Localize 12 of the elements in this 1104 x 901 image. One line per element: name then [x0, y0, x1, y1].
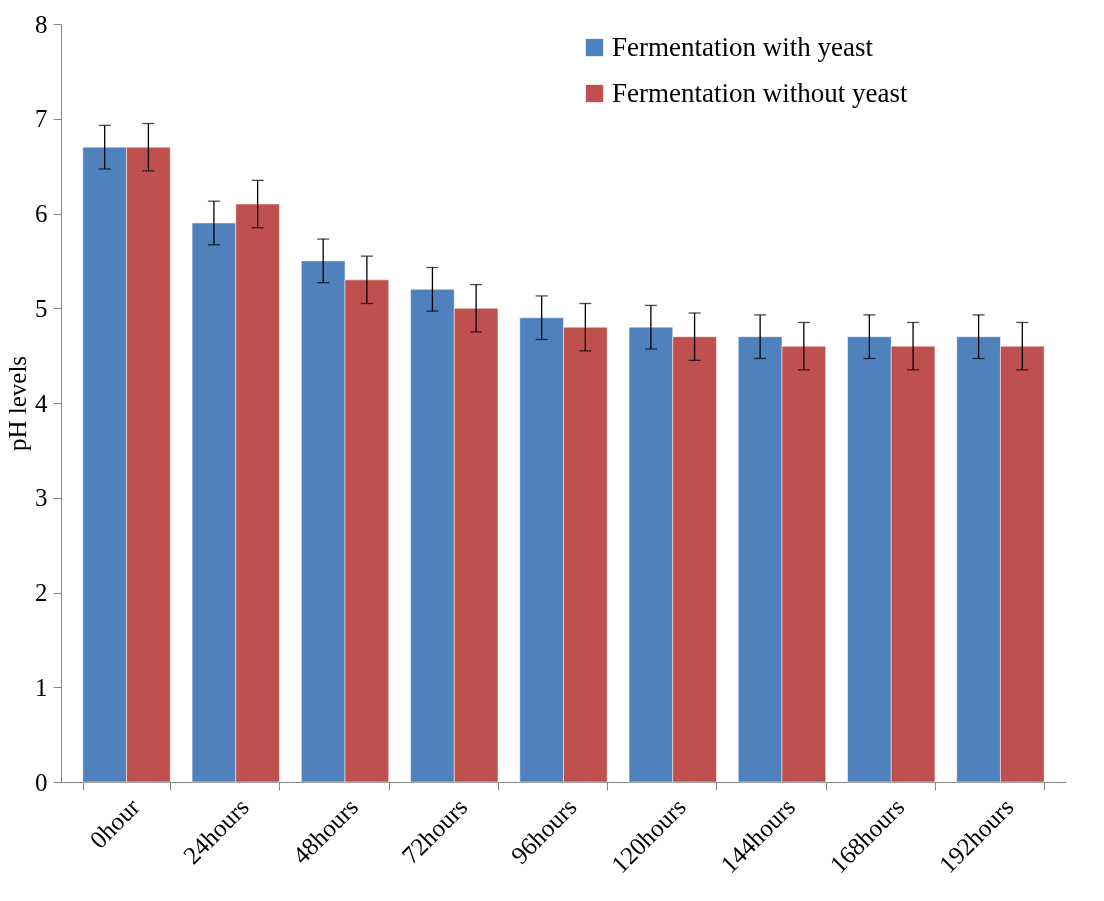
y-axis-title: pH levels [4, 355, 31, 452]
y-tick-label: 1 [35, 673, 48, 701]
legend-label: Fermentation without yeast [612, 77, 908, 108]
y-tick-label: 2 [35, 579, 48, 606]
y-tick-label: 6 [35, 200, 48, 227]
y-tick-label: 7 [35, 105, 48, 133]
y-tick-label: 0 [35, 768, 48, 796]
y-tick-label: 5 [35, 294, 48, 322]
y-tick-label: 3 [35, 484, 48, 512]
y-tick-label: 4 [35, 389, 48, 417]
legend-label: Fermentation with yeast [612, 31, 874, 62]
y-tick-label: 8 [35, 10, 48, 38]
